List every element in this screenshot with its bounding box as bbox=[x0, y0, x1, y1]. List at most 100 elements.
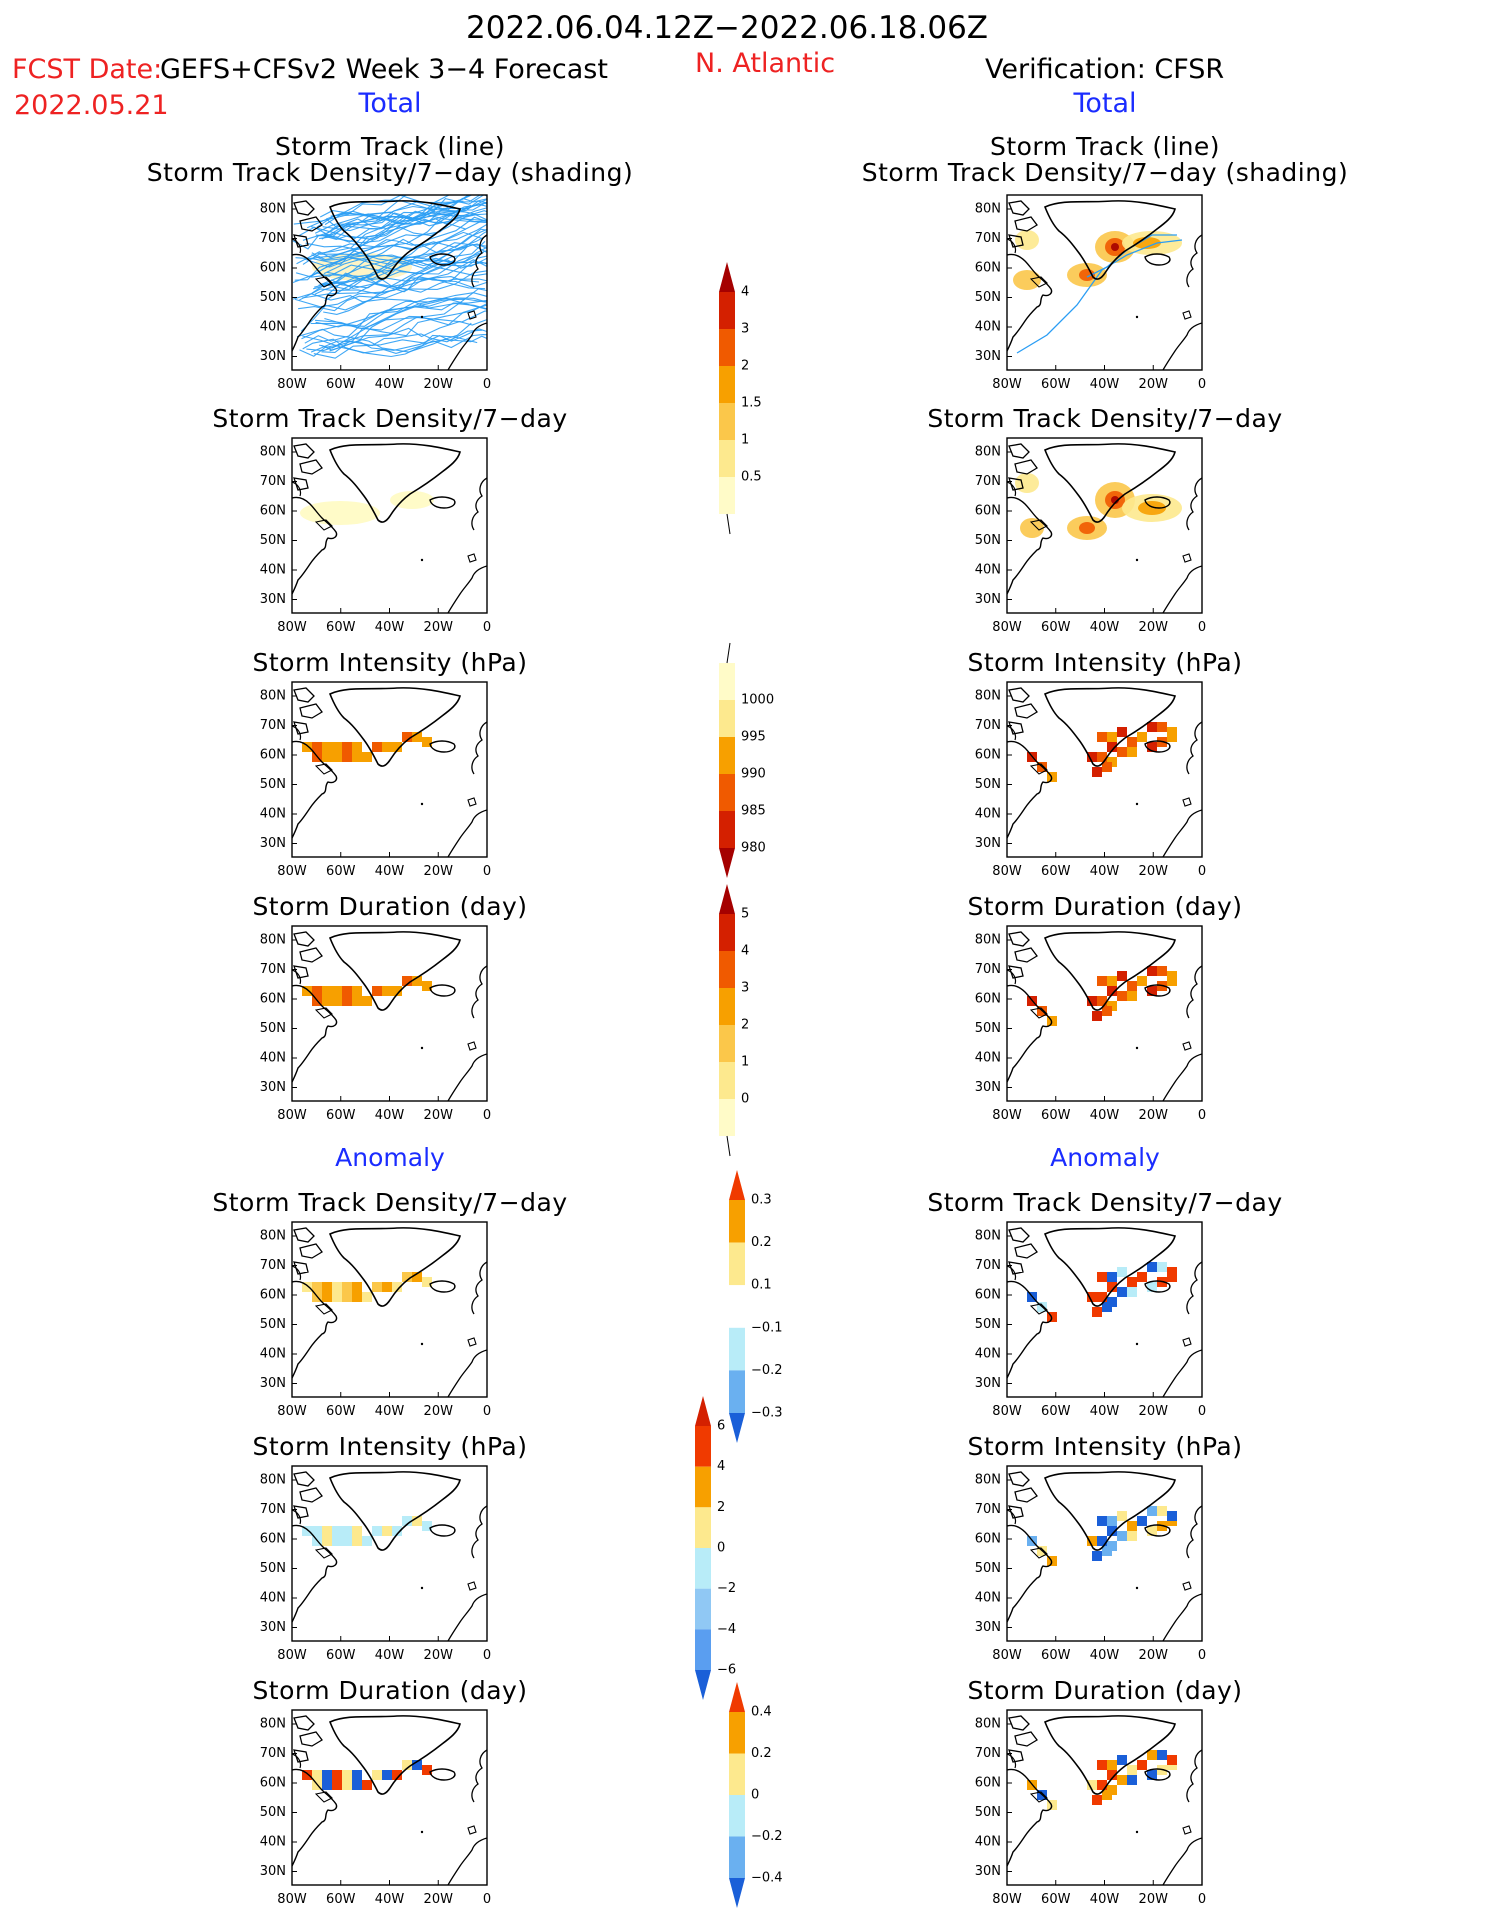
grid-cell bbox=[362, 1536, 372, 1546]
left-panel-6-title: Storm Intensity (hPa) bbox=[252, 1432, 528, 1461]
grid-cell bbox=[332, 1282, 342, 1292]
lat-tick-label: 80N bbox=[260, 689, 286, 704]
storm-track-line bbox=[295, 243, 487, 270]
right-panel-2-title: Storm Track Density/7−day bbox=[927, 404, 1283, 433]
grid-cell bbox=[302, 1770, 312, 1780]
lon-tick-label: 20W bbox=[424, 620, 454, 635]
grid-cell bbox=[332, 1292, 342, 1302]
colorbar-label: 0.2 bbox=[751, 1746, 772, 1761]
grid-cell bbox=[352, 752, 362, 762]
lat-tick-label: 40N bbox=[260, 1835, 286, 1850]
grid-cell bbox=[332, 1526, 342, 1536]
lat-tick-label: 80N bbox=[260, 933, 286, 948]
density-blob bbox=[390, 491, 434, 509]
colorbar-label: 1.5 bbox=[741, 396, 762, 411]
map-panel-right-1: 80N 70N 60N 50N 40N 30N 80W 60W 40W 20W 0 bbox=[975, 194, 1206, 392]
grid-cell bbox=[1117, 1267, 1127, 1277]
density-blob bbox=[1020, 518, 1044, 538]
grid-cell bbox=[322, 1292, 332, 1302]
lat-tick-label: 80N bbox=[260, 1717, 286, 1732]
lat-tick-label: 60N bbox=[975, 1532, 1001, 1547]
lon-tick-label: 60W bbox=[1041, 1108, 1071, 1123]
lat-tick-label: 50N bbox=[975, 1805, 1001, 1820]
lat-tick-label: 50N bbox=[975, 533, 1001, 548]
storm-track-line bbox=[319, 195, 487, 224]
lat-tick-label: 60N bbox=[260, 1776, 286, 1791]
grid-cell bbox=[392, 1282, 402, 1292]
shading-layer bbox=[1013, 230, 1182, 290]
density-blob bbox=[1013, 270, 1041, 290]
lon-tick-label: 0 bbox=[483, 864, 491, 879]
density-blob bbox=[300, 501, 380, 525]
grid-cell bbox=[1127, 1277, 1137, 1287]
grid-cell bbox=[1107, 1516, 1117, 1526]
storm-track-line bbox=[321, 276, 487, 293]
storm-track-line bbox=[310, 297, 487, 327]
grid-cell bbox=[1167, 1267, 1177, 1277]
colorbar-swatch bbox=[695, 1426, 711, 1467]
right-panel-4-title: Storm Duration (day) bbox=[967, 892, 1243, 921]
grid-cell bbox=[372, 986, 382, 996]
lat-tick-label: 60N bbox=[260, 1532, 286, 1547]
lat-tick-label: 30N bbox=[975, 592, 1001, 607]
lon-tick-label: 0 bbox=[483, 1648, 491, 1663]
verification-label: Verification: CFSR bbox=[985, 54, 1225, 85]
colorbar-swatch bbox=[719, 700, 735, 737]
grid-cell bbox=[302, 742, 312, 752]
map-panel-right-4: 80N 70N 60N 50N 40N 30N 80W 60W 40W 20W 0 bbox=[975, 925, 1206, 1123]
lon-tick-label: 40W bbox=[1090, 377, 1120, 392]
colorbar-label: 985 bbox=[741, 804, 766, 819]
grid-cell bbox=[1127, 747, 1137, 757]
grid-cell bbox=[302, 1526, 312, 1536]
grid-cell bbox=[1117, 1531, 1127, 1541]
grid-cell bbox=[412, 1272, 422, 1282]
grid-cell bbox=[402, 1516, 412, 1526]
storm-track-line bbox=[314, 258, 487, 295]
intensity-anom-colorbar: 6 4 2 0 −2 −4 −6 bbox=[695, 1396, 736, 1700]
grid-cell bbox=[392, 1770, 402, 1780]
lat-tick-label: 40N bbox=[260, 1591, 286, 1606]
colorbar-label: 995 bbox=[741, 730, 766, 745]
lon-tick-label: 60W bbox=[326, 377, 356, 392]
lon-tick-label: 80W bbox=[992, 620, 1022, 635]
grid-cell bbox=[1167, 727, 1177, 737]
colorbar-swatch bbox=[695, 1548, 711, 1589]
grid-cell bbox=[1137, 1760, 1147, 1770]
lon-tick-label: 60W bbox=[326, 1404, 356, 1419]
lat-tick-label: 50N bbox=[260, 533, 286, 548]
storm-tracks bbox=[292, 195, 487, 359]
lat-tick-label: 80N bbox=[975, 445, 1001, 460]
shading-layer bbox=[302, 1516, 432, 1546]
lon-tick-label: 0 bbox=[483, 1892, 491, 1907]
lon-tick-label: 80W bbox=[992, 1108, 1022, 1123]
density-blob bbox=[1079, 522, 1095, 534]
left-panel-1-title2: Storm Track Density/7−day (shading) bbox=[146, 158, 634, 187]
grid-cell bbox=[312, 742, 322, 752]
fcst-model-label: GEFS+CFSv2 Week 3−4 Forecast bbox=[160, 54, 608, 85]
grid-cell bbox=[342, 1770, 352, 1780]
grid-cell bbox=[1102, 1790, 1112, 1800]
colorbar-label: −6 bbox=[717, 1663, 736, 1678]
storm-track-line bbox=[304, 297, 465, 344]
map-panel-left-3: 80N 70N 60N 50N 40N 30N 80W 60W 40W 20W 0 bbox=[260, 681, 491, 879]
colorbar-label: 4 bbox=[717, 1459, 725, 1474]
lat-tick-label: 70N bbox=[975, 962, 1001, 977]
colorbar-swatch bbox=[719, 884, 735, 914]
colorbar-swatch bbox=[729, 1836, 745, 1878]
colorbar-label: 2 bbox=[741, 359, 749, 374]
lat-tick-label: 30N bbox=[260, 1864, 286, 1879]
map-panel-right-7: 80N 70N 60N 50N 40N 30N 80W 60W 40W 20W 0 bbox=[975, 1709, 1206, 1907]
colorbar-swatch bbox=[695, 1588, 711, 1630]
grid-cell bbox=[1167, 971, 1177, 981]
lon-tick-label: 40W bbox=[375, 1648, 405, 1663]
lat-tick-label: 70N bbox=[260, 718, 286, 733]
lon-tick-label: 20W bbox=[1139, 864, 1169, 879]
lon-tick-label: 80W bbox=[277, 864, 307, 879]
lat-tick-label: 80N bbox=[975, 689, 1001, 704]
grid-cell bbox=[1107, 1760, 1117, 1770]
density-anom-colorbar: 0.3 0.2 0.1 −0.1 −0.2 −0.3 bbox=[729, 1170, 783, 1443]
lat-tick-label: 80N bbox=[975, 1473, 1001, 1488]
storm-track-line bbox=[306, 302, 487, 352]
grid-cell bbox=[352, 1526, 362, 1536]
lat-tick-label: 40N bbox=[260, 563, 286, 578]
